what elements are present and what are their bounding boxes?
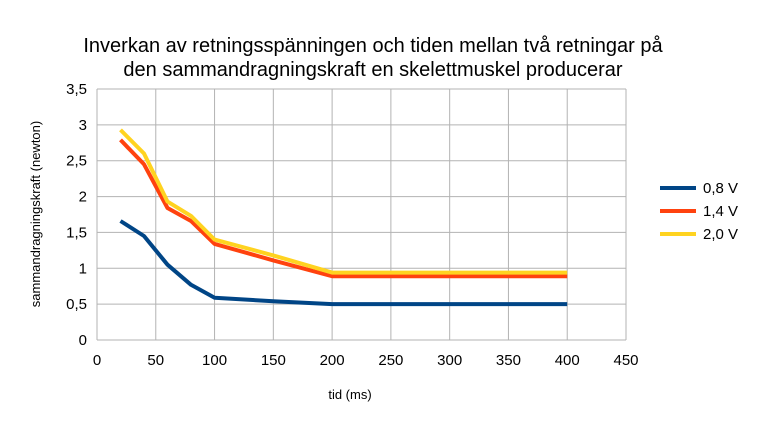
x-tick-label: 350 <box>496 352 521 369</box>
legend-label-2: 1,4 V <box>703 203 738 220</box>
x-tick-label: 200 <box>320 352 345 369</box>
x-tick-label: 50 <box>147 352 164 369</box>
x-tick-label: 400 <box>555 352 580 369</box>
legend-label-1: 0,8 V <box>703 180 738 197</box>
axes: 0 0,5 1 1,5 2 2,5 3 3,5 0 50 100 150 200 250 300 350 400… <box>66 81 638 369</box>
chart-title-line-1: Inverkan av retningsspänningen och tiden… <box>83 35 663 57</box>
y-axis-label: sammandragningskraft (newton) <box>28 121 43 307</box>
y-tick-label: 3,5 <box>66 81 87 98</box>
x-tick-label: 300 <box>437 352 462 369</box>
series-line-3 <box>119 128 568 275</box>
x-tick-label: 100 <box>202 352 227 369</box>
y-tick-label: 3 <box>79 117 87 134</box>
x-tick-label: 0 <box>93 352 101 369</box>
y-tick-label: 0,5 <box>66 296 87 313</box>
series-line-1 <box>119 219 568 307</box>
chart-title-line-2: den sammandragningskraft en skelettmuske… <box>123 59 622 81</box>
y-tick-label: 0 <box>79 332 87 349</box>
gridlines <box>96 88 627 341</box>
x-axis-label: tid (ms) <box>328 387 371 402</box>
legend: 0,8 V 1,4 V 2,0 V <box>660 180 738 243</box>
x-tick-label: 450 <box>613 352 638 369</box>
y-tick-label: 1,5 <box>66 224 87 241</box>
x-tick-label: 250 <box>378 352 403 369</box>
y-tick-label: 2 <box>79 189 87 206</box>
y-tick-label: 1 <box>79 260 87 277</box>
x-tick-label: 150 <box>261 352 286 369</box>
series-lines <box>119 128 568 307</box>
series-line-2 <box>119 138 568 279</box>
y-tick-label: 2,5 <box>66 153 87 170</box>
legend-label-3: 2,0 V <box>703 226 738 243</box>
